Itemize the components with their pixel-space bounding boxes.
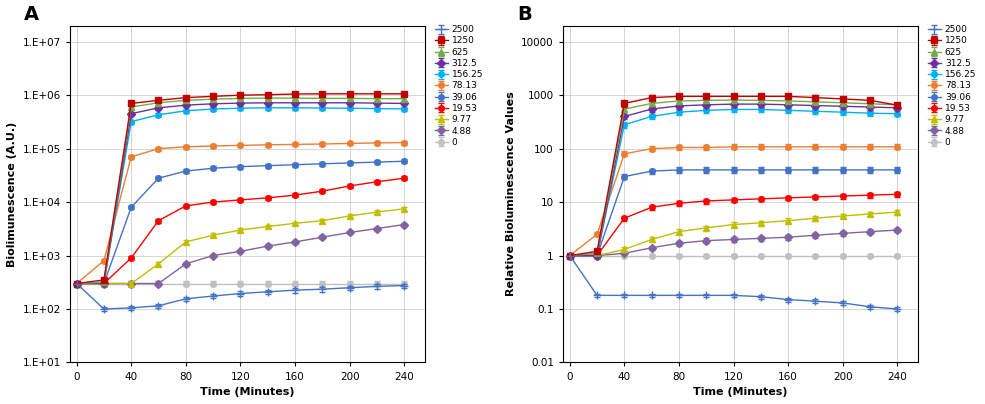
Legend: 2500, 1250, 625, 312.5, 156.25, 78.13, 39.06, 19.53, 9.77, 4.88, 0: 2500, 1250, 625, 312.5, 156.25, 78.13, 3… (926, 23, 978, 149)
Text: B: B (517, 5, 532, 24)
Legend: 2500, 1250, 625, 312.5, 156.25, 78.13, 39.06, 19.53, 9.77, 4.88, 0: 2500, 1250, 625, 312.5, 156.25, 78.13, 3… (432, 23, 485, 149)
Text: A: A (24, 5, 38, 24)
X-axis label: Time (Minutes): Time (Minutes) (200, 387, 295, 397)
Y-axis label: Relative Bioluminescence Values: Relative Bioluminescence Values (505, 92, 516, 297)
Y-axis label: Biolimunescence (A.U.): Biolimunescence (A.U.) (7, 122, 17, 267)
X-axis label: Time (Minutes): Time (Minutes) (693, 387, 788, 397)
